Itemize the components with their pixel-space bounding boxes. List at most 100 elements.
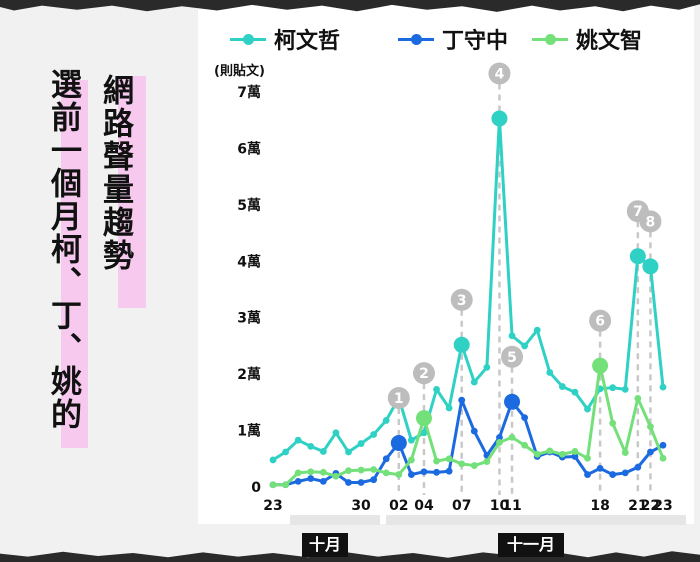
data-point [470, 462, 478, 469]
data-point [332, 429, 340, 437]
legend-label-ting: 丁守中 [442, 29, 509, 54]
x-tick-label: 18 [590, 498, 609, 514]
y-tick-label: 2萬 [237, 366, 261, 383]
data-point [345, 479, 352, 486]
data-point [433, 385, 440, 393]
data-point [458, 396, 466, 404]
data-point [294, 436, 302, 444]
chart-panel [198, 4, 694, 524]
annotation-number: 8 [646, 214, 656, 230]
highlight-point [491, 110, 508, 127]
data-point [470, 427, 478, 435]
data-point [370, 476, 378, 484]
data-point [282, 448, 289, 456]
highlight-point [390, 434, 407, 451]
annotation-number: 6 [595, 314, 605, 330]
data-point [533, 326, 541, 334]
annotation-number: 5 [507, 350, 517, 366]
data-point [634, 463, 642, 471]
chart-subtitle: 網路聲量趨勢 [97, 74, 133, 272]
data-point [370, 431, 378, 438]
data-point [546, 447, 554, 455]
y-tick-label: 1萬 [237, 423, 261, 440]
data-point [596, 464, 604, 472]
legend-swatch-yao [532, 33, 568, 45]
series-layer [269, 115, 667, 489]
data-point [621, 449, 629, 456]
data-point [558, 450, 566, 458]
y-tick-label: 0 [251, 480, 261, 496]
data-point [382, 455, 390, 463]
series-line-1 [273, 398, 664, 487]
data-point [483, 363, 491, 371]
legend-item-ting: 丁守中 [398, 26, 509, 54]
data-point [307, 468, 315, 476]
title-sub-highlight [118, 76, 146, 308]
data-point [345, 467, 352, 475]
highlight-point [592, 357, 609, 374]
data-point [269, 456, 277, 464]
data-point [609, 419, 617, 427]
title-main-highlight [61, 80, 88, 448]
annotation-marker [589, 309, 612, 332]
legend-swatch-ting [398, 33, 434, 45]
data-point [609, 471, 617, 478]
data-point [634, 395, 642, 402]
data-point [521, 441, 529, 449]
month-label-nov: 十一月 [498, 533, 564, 557]
data-point [483, 458, 491, 466]
data-point [294, 469, 302, 477]
data-point [584, 405, 591, 413]
y-tick-label: 7萬 [237, 84, 261, 101]
data-point [319, 448, 327, 455]
data-point [496, 433, 503, 441]
torn-edge-top [0, 0, 700, 12]
data-point [433, 468, 440, 476]
data-point [407, 436, 415, 444]
data-point [420, 468, 428, 476]
data-point [307, 442, 315, 450]
y-axis-label: (則貼文) [214, 63, 265, 79]
highlight-point [642, 258, 659, 275]
data-point [659, 441, 667, 449]
torn-edge-bottom [0, 551, 700, 562]
data-point [470, 378, 478, 386]
series-line-2 [273, 364, 665, 487]
data-point [558, 383, 566, 390]
data-point [659, 454, 667, 462]
data-point [395, 471, 403, 478]
data-point [382, 469, 390, 477]
legend-label-ko: 柯文哲 [274, 29, 341, 54]
data-point [357, 440, 365, 447]
data-point [407, 471, 415, 478]
data-point [458, 460, 466, 468]
data-point [508, 433, 516, 441]
annotation-marker [412, 362, 435, 385]
x-tick-label: 02 [389, 498, 408, 514]
annotation-markers: 12 3 4 5 6 78 [387, 62, 662, 451]
annotation-number: 2 [419, 366, 429, 382]
data-point [357, 479, 365, 486]
data-point [571, 448, 579, 455]
chart-title: 選前一個月柯、丁、姚的 [45, 68, 81, 431]
x-tick-label: 04 [414, 498, 434, 514]
annotation-number: 4 [495, 67, 505, 83]
x-tick-label: 30 [351, 498, 371, 514]
x-tick-label: 22 [641, 498, 660, 514]
nov-band [386, 515, 686, 525]
annotation-marker [501, 345, 524, 368]
data-point [533, 450, 541, 458]
data-point [521, 414, 529, 421]
data-point [433, 457, 440, 465]
data-point [647, 448, 654, 456]
data-point [420, 429, 428, 437]
x-tick-label: 11 [502, 498, 521, 514]
data-point [621, 469, 629, 477]
data-point [659, 383, 667, 391]
data-point [621, 385, 629, 393]
data-point [445, 467, 453, 475]
data-point [445, 404, 453, 412]
highlight-point [504, 393, 521, 410]
